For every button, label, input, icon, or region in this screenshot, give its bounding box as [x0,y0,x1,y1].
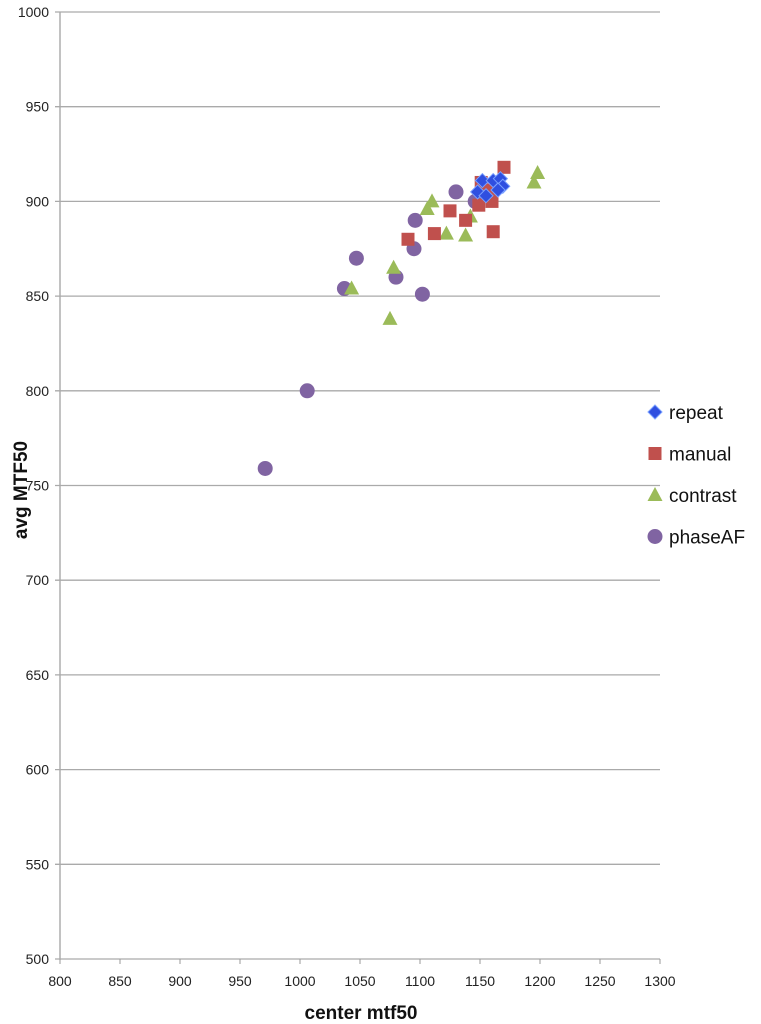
legend-phaseAF-marker [647,529,663,544]
y-tick-label: 500 [26,951,50,967]
x-tick-label: 850 [108,973,132,989]
x-tick-label: 1250 [584,973,615,989]
phaseAF-point [348,250,364,266]
manual-point [443,204,457,218]
manual-point [401,232,415,246]
manual-point [459,213,473,227]
legend-manual-marker [648,447,662,460]
y-tick-label: 950 [26,99,50,115]
repeat-point [474,172,491,189]
legend-manual-label: manual [669,445,731,466]
x-tick-label: 1100 [405,973,435,989]
repeat-point [478,188,494,204]
x-tick-label: 1300 [644,973,675,989]
x-tick-label: 800 [48,973,72,989]
repeat-point [490,182,506,198]
legend-contrast-marker [647,487,663,501]
manual-point [472,198,486,212]
manual-point [427,227,441,241]
legend-repeat-label: repeat [669,403,724,424]
y-tick-label: 700 [26,572,50,588]
y-tick-label: 1000 [18,4,49,20]
contrast-point [344,280,360,295]
y-tick-label: 550 [26,856,50,872]
phaseAF-point [407,212,423,228]
phaseAF-point [257,460,273,476]
x-tick-label: 1150 [465,973,495,989]
y-tick-label: 650 [26,667,50,683]
contrast-point [382,310,398,325]
y-axis-label: avg MTF50 [11,441,32,539]
phaseAF-point [414,286,430,302]
y-tick-label: 800 [26,383,50,399]
y-tick-label: 900 [26,193,50,209]
legend-repeat-marker [647,404,663,420]
manual-point [486,225,500,239]
contrast-point [526,174,542,189]
legend-contrast-label: contrast [669,486,737,507]
legend-phaseAF-label: phaseAF [669,528,745,549]
contrast-point [458,227,474,242]
contrast-point [386,259,402,274]
contrast-point [424,193,440,208]
manual-point [497,160,511,174]
phaseAF-point [448,184,464,200]
contrast-point [530,164,546,179]
x-tick-label: 1050 [344,973,375,989]
contrast-point [438,225,454,240]
x-tick-label: 1200 [524,973,555,989]
y-tick-label: 850 [26,288,50,304]
x-tick-label: 900 [168,973,192,989]
x-tick-label: 950 [228,973,252,989]
phaseAF-point [299,383,315,399]
x-axis-label: center mtf50 [305,1003,418,1024]
x-tick-label: 1000 [284,973,315,989]
contrast-point [419,200,435,215]
y-tick-label: 750 [26,478,50,494]
y-tick-label: 600 [26,762,50,778]
